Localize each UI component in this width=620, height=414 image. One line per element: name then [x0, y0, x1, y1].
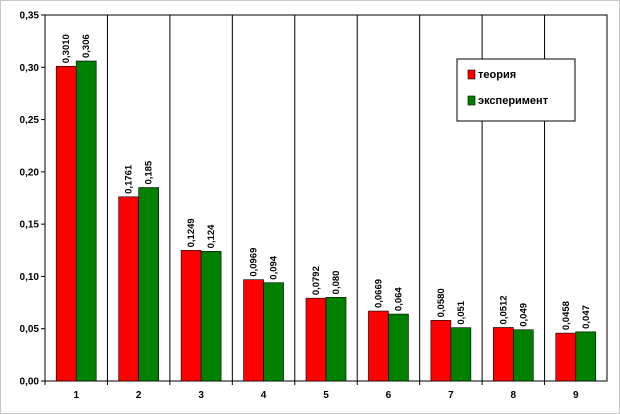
bar-eksperiment [263, 282, 284, 382]
y-tick-label: 0,35 [20, 11, 40, 22]
legend-swatch [467, 69, 476, 80]
x-tick-label: 6 [386, 390, 392, 401]
bar-teoriya [305, 297, 327, 382]
data-label: 0,0969 [249, 248, 260, 277]
data-label: 0,0580 [436, 288, 447, 317]
data-label: 0,306 [81, 34, 92, 58]
bar-teoriya [493, 327, 514, 382]
bar-teoriya [368, 310, 389, 382]
x-tick-label: 8 [511, 390, 517, 401]
y-axis: 0,00 0,05 0,10 0,15 0,20 0,25 0,30 0,35 [20, 11, 45, 388]
x-tick-label: 9 [573, 390, 579, 401]
y-tick-label: 0,20 [20, 167, 40, 178]
data-label: 0,0458 [561, 301, 572, 330]
bar-teoriya [430, 320, 452, 382]
x-tick-label: 4 [261, 390, 267, 401]
y-tick-label: 0,30 [20, 63, 40, 74]
data-label: 0,064 [393, 287, 404, 311]
data-label: 0,047 [581, 305, 592, 329]
bar-eksperiment [575, 331, 597, 382]
data-label: 0,185 [144, 160, 155, 184]
bar-eksperiment [325, 297, 347, 382]
data-label: 0,1761 [124, 164, 135, 194]
bar-teoriya [555, 332, 577, 382]
y-tick-label: 0,05 [20, 324, 40, 335]
data-label: 0,0792 [311, 266, 322, 295]
data-label: 0,0669 [373, 279, 384, 308]
bars [55, 60, 597, 382]
data-label: 0,049 [518, 303, 529, 327]
data-label: 0,051 [456, 300, 467, 324]
bar-teoriya [55, 65, 77, 382]
bar-eksperiment [450, 327, 472, 382]
bar-teoriya [180, 250, 202, 382]
data-label: 0,124 [206, 224, 217, 248]
data-label: 0,3010 [61, 34, 72, 63]
bar-teoriya [243, 279, 264, 382]
x-tick-label: 1 [73, 390, 79, 401]
data-label: 0,0512 [498, 295, 509, 324]
bar-eksperiment [200, 251, 222, 382]
legend: теория эксперимент [456, 58, 576, 122]
legend-swatch [467, 95, 476, 106]
data-label: 0,1249 [186, 218, 197, 247]
y-tick-label: 0,10 [20, 272, 40, 283]
x-axis: 1 2 3 4 5 6 7 8 9 [44, 381, 579, 401]
y-tick-label: 0,00 [20, 377, 40, 388]
legend-label: теория [478, 69, 516, 81]
x-tick-label: 3 [198, 390, 204, 401]
data-label: 0,080 [331, 271, 342, 295]
bar-eksperiment [138, 187, 159, 382]
legend-label: эксперимент [478, 95, 549, 107]
y-tick-label: 0,15 [20, 220, 40, 231]
legend-box [456, 58, 576, 122]
x-tick-label: 5 [323, 390, 329, 401]
bar-eksperiment [75, 60, 97, 382]
bar-teoriya [118, 196, 139, 382]
data-labels: 0,3010 0,1761 0,1249 0,0969 0,0792 0,0669 0,05… [61, 34, 592, 330]
x-tick-label: 7 [448, 390, 454, 401]
y-tick-label: 0,25 [20, 115, 40, 126]
data-label: 0,094 [269, 255, 280, 279]
bar-eksperiment [388, 313, 409, 382]
x-tick-label: 2 [136, 390, 142, 401]
bar-eksperiment [513, 329, 534, 382]
